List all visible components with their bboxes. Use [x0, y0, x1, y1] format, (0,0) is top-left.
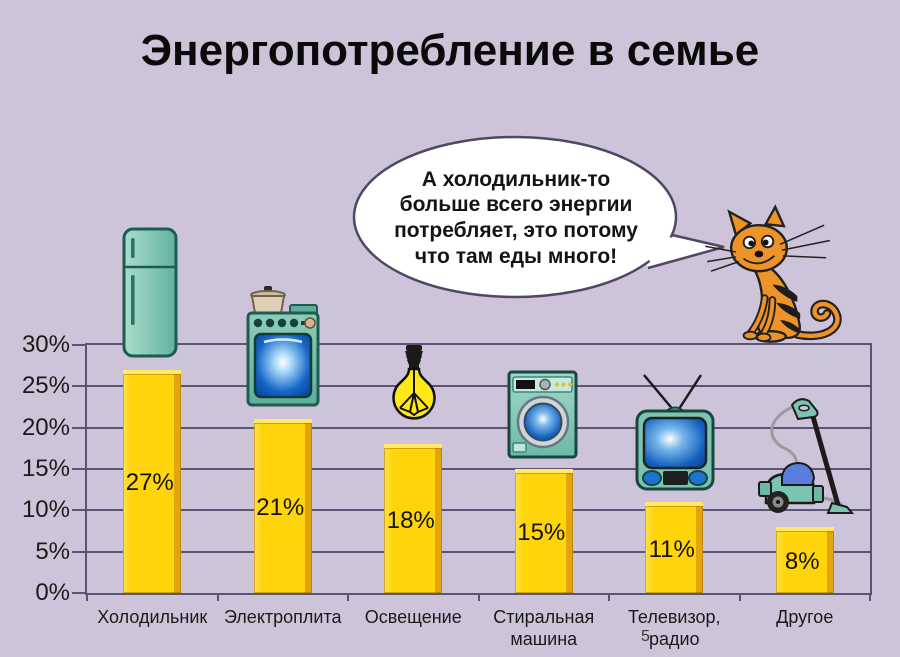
y-axis-tick-mark [72, 592, 85, 594]
bar-value-label: 27% [125, 469, 174, 497]
y-axis-tick-mark [72, 385, 85, 388]
vacuum-nozzle [826, 501, 855, 514]
speech-bubble-text: А холодильник-то больше всего энергии по… [394, 167, 638, 268]
page-number: 5 [641, 628, 650, 645]
vacuum-wand [809, 412, 841, 506]
x-axis-tick-mark [738, 595, 741, 601]
x-axis-category-label: Телевизор, радио [627, 607, 721, 649]
y-axis-tick-mark [72, 426, 85, 429]
y-axis-tick-mark [72, 344, 85, 346]
y-axis-tick-mark [72, 509, 85, 512]
cat-nose [754, 250, 764, 258]
washer-display [516, 380, 535, 389]
y-axis-tick-label: 20% [21, 413, 70, 441]
bar-4: 15% [514, 469, 573, 593]
x-axis-tick-mark [86, 595, 88, 601]
bar-2: 21% [253, 419, 312, 593]
chart-title: Энергопотребление в семье [140, 26, 760, 75]
y-axis-tick-label: 10% [21, 496, 70, 524]
bar-5: 11% [645, 502, 704, 593]
x-axis-category-label: Освещение [364, 607, 462, 627]
oven-window [253, 332, 313, 399]
gridline [87, 426, 870, 429]
y-axis-tick-label: 0% [35, 579, 70, 606]
x-axis-category-label: Стиральная машина [493, 607, 595, 649]
x-axis-category-label: Другое [776, 607, 834, 627]
tv-screen [642, 416, 708, 470]
bar-value-label: 8% [784, 547, 820, 575]
x-axis-category-label: Электроплита [223, 607, 342, 627]
electric-stove-icon [246, 286, 320, 407]
bar-value-label: 11% [648, 535, 695, 563]
y-axis-tick-label: 5% [35, 537, 70, 565]
pot-lid-knob [264, 286, 272, 291]
gridline [87, 468, 870, 470]
y-axis-tick-mark [72, 468, 85, 470]
x-axis-tick-mark [347, 595, 349, 601]
cat-head [729, 223, 788, 273]
vacuum-body-top [781, 461, 816, 486]
x-axis-tick-mark [869, 595, 871, 601]
gridline [87, 509, 870, 512]
cat-ear [763, 204, 786, 228]
washing-machine-icon [507, 370, 578, 459]
cat-illustration [705, 204, 842, 343]
bar-value-label: 21% [256, 494, 305, 522]
y-axis-tick-mark [72, 550, 85, 553]
bar-1: 27% [123, 369, 182, 593]
x-axis-category-label: Холодильник [97, 607, 208, 627]
light-bulb-icon [392, 345, 436, 420]
tv-antenna [643, 374, 676, 413]
refrigerator-icon [122, 227, 178, 358]
pot [250, 295, 286, 314]
bar-6: 8% [775, 526, 834, 593]
y-axis-tick-label: 30% [21, 331, 70, 358]
y-axis-tick-label: 15% [21, 455, 70, 482]
bar-3: 18% [384, 444, 443, 593]
gridline [87, 550, 870, 553]
tv-antenna [675, 374, 703, 413]
speech-bubble [352, 135, 725, 299]
bar-value-label: 18% [386, 506, 435, 534]
plot-area: 27% 21% 18% 15% 11% 8% [85, 343, 872, 595]
tv-icon [635, 374, 715, 491]
bar-value-label: 15% [517, 519, 566, 546]
x-axis-tick-mark [477, 595, 480, 601]
x-axis-tick-mark [608, 595, 610, 601]
x-axis-tick-mark [216, 595, 219, 601]
vacuum-cleaner-icon [758, 398, 855, 514]
y-axis-tick-label: 25% [21, 372, 70, 400]
cat-whiskers [705, 224, 831, 272]
gridline [87, 385, 870, 388]
